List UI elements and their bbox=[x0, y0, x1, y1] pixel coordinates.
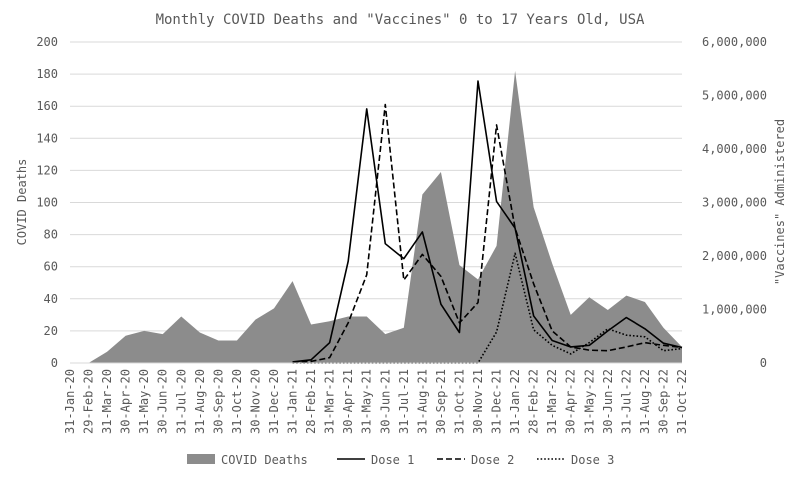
y-tick-label: 80 bbox=[44, 228, 58, 242]
y-tick-label: 20 bbox=[44, 324, 58, 338]
series-line-dose-2 bbox=[292, 103, 683, 364]
legend-item: Dose 2 bbox=[437, 453, 514, 467]
y-tick-label: 180 bbox=[36, 67, 58, 81]
legend-item: COVID Deaths bbox=[187, 453, 308, 467]
x-tick-label: 31-Mar-20 bbox=[100, 369, 114, 434]
y2-tick-label: 3,000,000 bbox=[702, 196, 767, 210]
x-tick-label: 30-Jun-22 bbox=[601, 369, 615, 434]
chart-title: Monthly COVID Deaths and "Vaccines" 0 to… bbox=[156, 12, 645, 28]
x-tick-label: 31-Jul-21 bbox=[397, 369, 411, 434]
x-tick-label: 31-Mar-22 bbox=[545, 369, 559, 434]
x-tick-label: 31-Dec-20 bbox=[267, 369, 281, 434]
x-tick-label: 28-Feb-21 bbox=[304, 369, 318, 434]
y-tick-label: 160 bbox=[36, 99, 58, 113]
legend-label: Dose 1 bbox=[371, 453, 414, 467]
x-tick-label: 30-Sep-20 bbox=[211, 369, 225, 434]
x-tick-label: 31-Jul-20 bbox=[174, 369, 188, 434]
x-tick-label: 31-Aug-21 bbox=[415, 369, 429, 434]
x-tick-label: 31-Oct-22 bbox=[675, 369, 689, 434]
y-axis-label: COVID Deaths bbox=[15, 159, 29, 246]
plot-area bbox=[70, 70, 682, 363]
y-tick-label: 140 bbox=[36, 131, 58, 145]
x-tick-label: 31-Jan-22 bbox=[508, 369, 522, 434]
gridlines bbox=[70, 41, 682, 332]
y-tick-label: 120 bbox=[36, 163, 58, 177]
legend-item: Dose 1 bbox=[337, 453, 414, 467]
y-tick-label: 100 bbox=[36, 196, 58, 210]
legend: COVID Deaths Dose 1 Dose 2 Dose 3 bbox=[187, 453, 614, 467]
y-tick-label: 0 bbox=[51, 356, 58, 370]
legend-swatch bbox=[187, 454, 215, 464]
legend-item: Dose 3 bbox=[537, 453, 614, 467]
y2-tick-label: 2,000,000 bbox=[702, 249, 767, 263]
x-tick-label: 31-Mar-21 bbox=[323, 369, 337, 434]
y2-tick-label: 5,000,000 bbox=[702, 89, 767, 103]
x-tick-label: 31-May-22 bbox=[582, 369, 596, 434]
x-tick-label: 30-Sep-22 bbox=[656, 369, 670, 434]
x-tick-label: 31-Aug-22 bbox=[638, 369, 652, 434]
y-tick-label: 40 bbox=[44, 292, 58, 306]
x-tick-label: 31-May-21 bbox=[360, 369, 374, 434]
legend-label: Dose 3 bbox=[571, 453, 614, 467]
y-tick-label: 60 bbox=[44, 260, 58, 274]
x-tick-label: 30-Jun-20 bbox=[156, 369, 170, 434]
y2-tick-label: 6,000,000 bbox=[702, 35, 767, 49]
y2-tick-label: 4,000,000 bbox=[702, 142, 767, 156]
x-tick-label: 31-Oct-20 bbox=[230, 369, 244, 434]
x-tick-label: 30-Nov-20 bbox=[248, 369, 262, 434]
legend-label: Dose 2 bbox=[471, 453, 514, 467]
x-tick-label: 30-Nov-21 bbox=[471, 369, 485, 434]
y2-tick-label: 1,000,000 bbox=[702, 303, 767, 317]
y-tick-label: 200 bbox=[36, 35, 58, 49]
x-tick-label: 31-Oct-21 bbox=[452, 369, 466, 434]
x-tick-label: 31-Jan-21 bbox=[286, 369, 300, 434]
y2-axis-label: "Vaccines" Administered bbox=[773, 119, 787, 285]
x-tick-label: 30-Apr-22 bbox=[564, 369, 578, 434]
x-tick-label: 31-May-20 bbox=[137, 369, 151, 434]
x-tick-label: 31-Aug-20 bbox=[193, 369, 207, 434]
x-tick-label: 28-Feb-22 bbox=[527, 369, 541, 434]
legend-label: COVID Deaths bbox=[221, 453, 308, 467]
x-tick-label: 30-Apr-20 bbox=[119, 369, 133, 434]
series-area-covid-deaths bbox=[70, 70, 682, 363]
series-line-dose-1 bbox=[292, 80, 683, 363]
x-tick-label: 31-Dec-21 bbox=[490, 369, 504, 434]
axes: 0 20 40 60 80 100 120 140 160 180 200 0 1,000,000 2,0… bbox=[36, 35, 767, 434]
x-tick-label: 31-Jul-22 bbox=[619, 369, 633, 434]
x-tick-label: 29-Feb-20 bbox=[82, 369, 96, 434]
x-tick-label: 31-Jan-20 bbox=[63, 369, 77, 434]
y2-tick-label: 0 bbox=[760, 356, 767, 370]
x-tick-label: 30-Jun-21 bbox=[378, 369, 392, 434]
x-tick-label: 30-Apr-21 bbox=[341, 369, 355, 434]
x-tick-label: 30-Sep-21 bbox=[434, 369, 448, 434]
